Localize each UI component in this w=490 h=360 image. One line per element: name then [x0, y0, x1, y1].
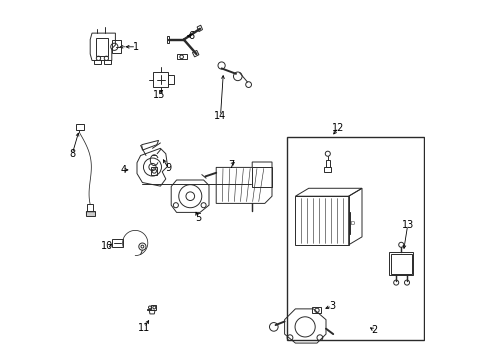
Text: 10: 10 [101, 241, 114, 251]
Text: 6: 6 [189, 31, 195, 41]
Text: 14: 14 [215, 111, 227, 121]
Text: 1: 1 [133, 42, 139, 52]
Text: 12: 12 [332, 123, 345, 133]
Text: 5: 5 [195, 213, 201, 223]
Text: D: D [350, 221, 355, 226]
Text: 3: 3 [329, 301, 335, 311]
Text: 2: 2 [371, 325, 378, 336]
Text: 13: 13 [402, 220, 414, 230]
Text: 7: 7 [228, 160, 234, 170]
Text: 11: 11 [138, 323, 150, 333]
Text: 15: 15 [153, 90, 166, 100]
Text: 8: 8 [69, 149, 75, 159]
Bar [288, 137, 424, 340]
Text: 4: 4 [120, 165, 126, 175]
Text: 9: 9 [165, 163, 172, 173]
